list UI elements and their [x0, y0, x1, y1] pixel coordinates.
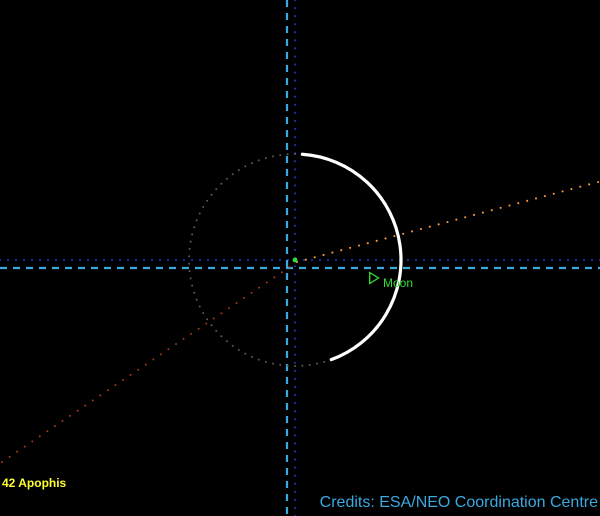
orbit-svg: [0, 0, 600, 516]
orbit-diagram: Moon 42 Apophis Credits: ESA/NEO Coordin…: [0, 0, 600, 516]
